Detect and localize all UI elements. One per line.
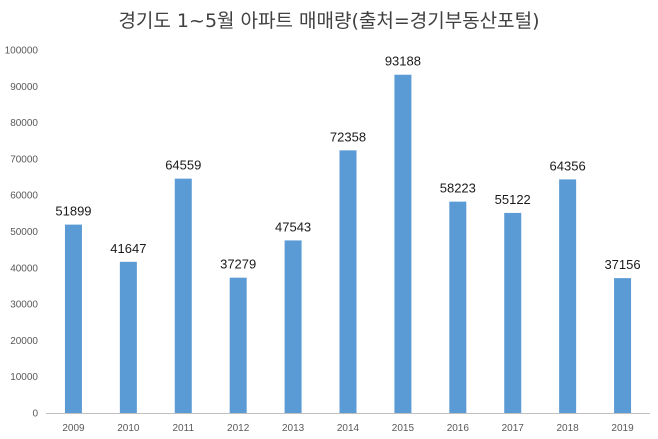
- bar-2019: [614, 278, 632, 413]
- y-tick-label: 20000: [10, 336, 38, 347]
- bar-2014: [339, 150, 357, 413]
- y-tick-label: 40000: [10, 263, 38, 274]
- x-axis-ticks: 2009 2010 2011 2012 2013 2014 2015 2016 2017 2018…: [62, 423, 634, 434]
- y-tick-label: 30000: [10, 300, 38, 311]
- x-tick-label: 2009: [62, 423, 85, 434]
- bar-2013: [284, 240, 302, 413]
- x-tick-label: 2019: [611, 423, 634, 434]
- data-label: 51899: [55, 204, 91, 219]
- data-label: 64559: [165, 158, 201, 173]
- data-label: 58223: [440, 181, 476, 196]
- data-label: 55122: [495, 192, 531, 207]
- data-label: 93188: [385, 54, 421, 69]
- bars-group: [64, 74, 632, 413]
- y-axis-ticks: 0 10000 20000 30000 40000 50000 60000 70000 8000…: [5, 46, 39, 420]
- y-tick-label: 100000: [5, 46, 39, 57]
- y-tick-label: 60000: [10, 191, 38, 202]
- y-tick-label: 80000: [10, 118, 38, 129]
- data-label: 47543: [275, 219, 311, 234]
- data-label: 41647: [110, 241, 146, 256]
- y-tick-label: 0: [32, 409, 38, 420]
- x-tick-label: 2017: [502, 423, 525, 434]
- x-tick-label: 2015: [392, 423, 415, 434]
- y-tick-label: 70000: [10, 154, 38, 165]
- y-tick-label: 90000: [10, 82, 38, 93]
- y-tick-label: 10000: [10, 372, 38, 383]
- data-label: 37279: [220, 257, 256, 272]
- data-label: 37156: [604, 257, 640, 272]
- data-labels-group: 51899 41647 64559 37279 47543 72358 93188 58223…: [55, 54, 640, 272]
- y-tick-label: 50000: [10, 227, 38, 238]
- x-tick-label: 2016: [447, 423, 470, 434]
- bar-2015: [394, 74, 412, 413]
- x-tick-label: 2010: [117, 423, 140, 434]
- x-tick-label: 2018: [557, 423, 580, 434]
- bar-2011: [174, 178, 192, 413]
- bar-2010: [119, 261, 137, 413]
- data-label: 72358: [330, 129, 366, 144]
- bar-2017: [504, 212, 522, 413]
- x-tick-label: 2013: [282, 423, 305, 434]
- chart-title: 경기도 1~5월 아파트 매매량(출처=경기부동산포털): [118, 10, 539, 32]
- data-label: 64356: [550, 158, 586, 173]
- bar-2012: [229, 277, 247, 413]
- bar-2016: [449, 201, 467, 413]
- x-tick-label: 2011: [173, 423, 195, 434]
- bar-2009: [64, 224, 82, 413]
- x-tick-label: 2014: [337, 423, 360, 434]
- bar-2018: [559, 179, 577, 413]
- x-tick-label: 2012: [227, 423, 250, 434]
